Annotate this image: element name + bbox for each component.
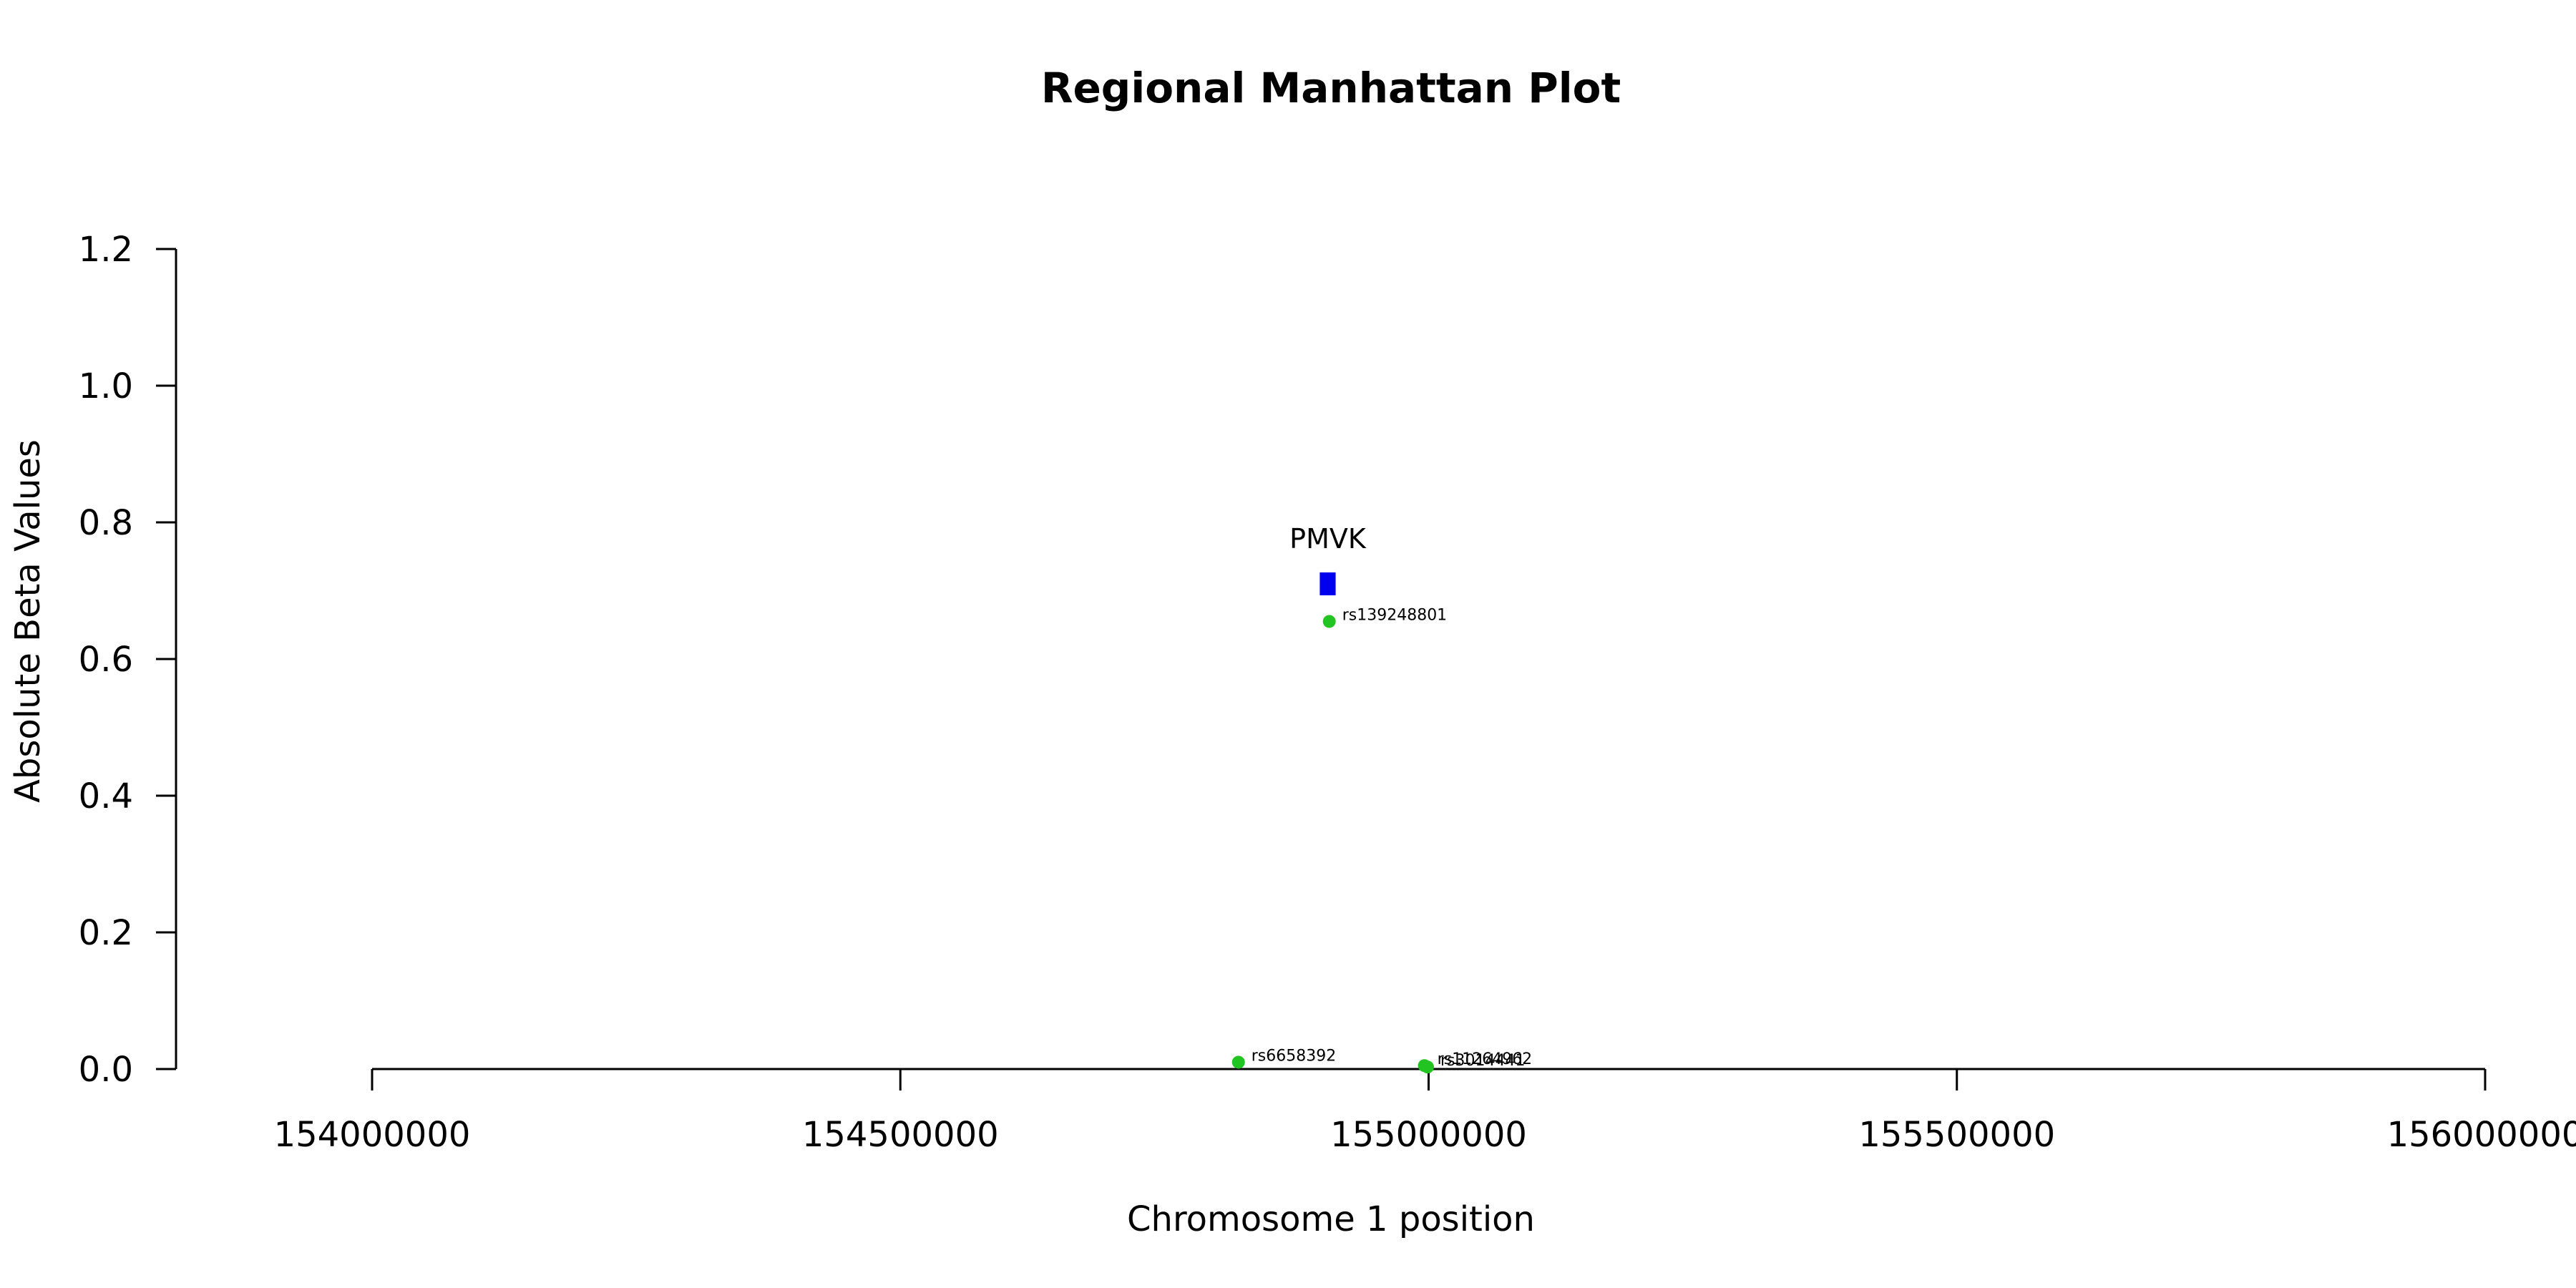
- snp-label: rs139248801: [1342, 606, 1447, 624]
- snp-label: rs3014441: [1440, 1052, 1525, 1070]
- x-tick-label: 155000000: [1330, 1115, 1527, 1155]
- snp-label: rs6658392: [1252, 1047, 1337, 1065]
- x-axis-label: Chromosome 1 position: [1127, 1199, 1535, 1239]
- gene-block-pmvk: [1319, 572, 1336, 595]
- gene-track: PMVK: [1289, 523, 1367, 595]
- y-tick-label: 0.8: [79, 503, 133, 543]
- gene-label: PMVK: [1289, 523, 1367, 555]
- x-tick-label: 154000000: [274, 1115, 471, 1155]
- y-tick-label: 1.2: [79, 230, 133, 270]
- x-tick-label: 154500000: [802, 1115, 999, 1155]
- snp-point: [1231, 1055, 1245, 1069]
- chart-title: Regional Manhattan Plot: [1041, 64, 1621, 112]
- y-tick-label: 0.0: [79, 1050, 133, 1090]
- y-tick-label: 0.2: [79, 913, 133, 953]
- x-tick-label: 156000000: [2387, 1115, 2576, 1155]
- snp-label: rs11264962: [1438, 1050, 1532, 1068]
- y-axis: 0.0 0.2 0.4 0.6 0.8 1.0 1.2: [79, 230, 177, 1090]
- x-axis: 154000000 154500000 155000000 155500000 1560…: [274, 1068, 2576, 1155]
- y-tick-label: 0.4: [79, 776, 133, 816]
- y-tick-label: 1.0: [79, 366, 133, 406]
- snp-point: [1421, 1060, 1435, 1074]
- x-tick-label: 155500000: [1858, 1115, 2055, 1155]
- y-tick-label: 0.6: [79, 640, 133, 680]
- y-axis-label: Absolute Beta Values: [8, 439, 48, 803]
- snp-point: [1322, 615, 1336, 628]
